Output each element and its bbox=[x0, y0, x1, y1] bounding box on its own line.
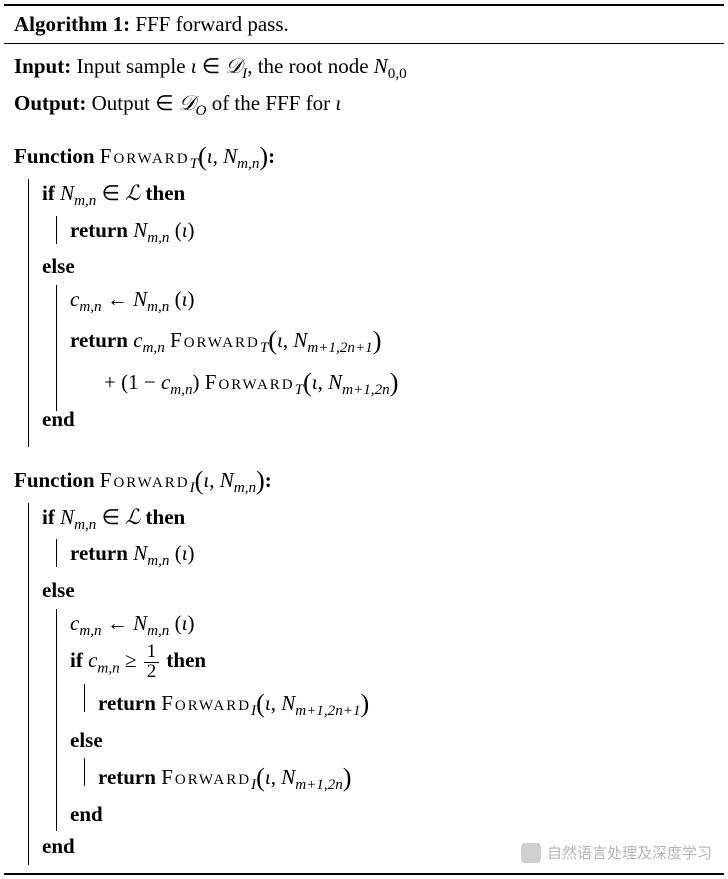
input-text-2: , the root node bbox=[247, 54, 374, 78]
fnT-else: else bbox=[14, 250, 714, 283]
fnT-name: Forward bbox=[100, 144, 190, 168]
fnI-if-c: if cm,n ≥ 12 then bbox=[14, 643, 714, 682]
fnT-return-leaf: return Nm,n (ι) bbox=[14, 214, 714, 251]
DI: 𝒟 bbox=[225, 54, 242, 78]
fnI-else: else bbox=[14, 574, 714, 607]
DO-sub: O bbox=[196, 103, 207, 119]
algorithm-box: Algorithm 1: FFF forward pass. Input: In… bbox=[4, 4, 724, 875]
fnT-sub: T bbox=[190, 156, 198, 172]
watermark: 自然语言处理及深度学习 bbox=[521, 842, 712, 865]
output-line: Output: Output ∈ 𝒟O of the FFF for ι bbox=[14, 87, 714, 124]
fnI-return-right: return ForwardI(ι, Nm+1,2n+1) bbox=[14, 682, 714, 724]
output-label: Output: bbox=[14, 91, 86, 115]
N: N bbox=[374, 54, 388, 78]
input-line: Input: Input sample ι ∈ 𝒟I, the root nod… bbox=[14, 50, 714, 87]
watermark-text: 自然语言处理及深度学习 bbox=[547, 842, 712, 865]
fnT-return-rec2: + (1 − cm,n) ForwardT(ι, Nm+1,2n) bbox=[14, 361, 714, 403]
watermark-icon bbox=[521, 843, 541, 863]
fnT-assign-c: cm,n ← Nm,n (ι) bbox=[14, 283, 714, 320]
fnI-assign-c: cm,n ← Nm,n (ι) bbox=[14, 607, 714, 644]
fnI-return-left: return ForwardI(ι, Nm+1,2n) bbox=[14, 756, 714, 798]
fnT-end: end bbox=[14, 403, 714, 436]
N00: 0,0 bbox=[388, 66, 407, 82]
algorithm-title: Algorithm 1: FFF forward pass. bbox=[4, 6, 724, 44]
input-label: Input: bbox=[14, 54, 71, 78]
fnI-else-inner: else bbox=[14, 724, 714, 757]
algo-name: FFF forward pass. bbox=[135, 12, 288, 36]
output-text-2: of the FFF for bbox=[206, 91, 335, 115]
fnI-body: if Nm,n ∈ ℒ then return Nm,n (ι) else cm… bbox=[14, 501, 714, 863]
fnT-body: if Nm,n ∈ ℒ then return Nm,n (ι) else cm… bbox=[14, 177, 714, 435]
DO: 𝒟 bbox=[179, 91, 196, 115]
fn-forwardT-decl: Function ForwardT(ι, Nm,n): bbox=[14, 135, 714, 177]
fnT-if: if Nm,n ∈ ℒ then bbox=[14, 177, 714, 214]
input-text-1: Input sample bbox=[76, 54, 190, 78]
in-sym: ∈ bbox=[197, 54, 226, 78]
algo-label: Algorithm 1: bbox=[14, 12, 130, 36]
fnI-end-inner: end bbox=[14, 798, 714, 831]
output-text-1: Output ∈ bbox=[92, 91, 179, 115]
out-iota: ι bbox=[335, 91, 341, 115]
fnI-return-leaf: return Nm,n (ι) bbox=[14, 537, 714, 574]
fn-forwardI-decl: Function ForwardI(ι, Nm,n): bbox=[14, 459, 714, 501]
kw-function: Function bbox=[14, 144, 95, 168]
fnI-if: if Nm,n ∈ ℒ then bbox=[14, 501, 714, 538]
algorithm-body: Input: Input sample ι ∈ 𝒟I, the root nod… bbox=[4, 44, 724, 873]
fnT-return-rec1: return cm,n ForwardT(ι, Nm+1,2n+1) bbox=[14, 319, 714, 361]
